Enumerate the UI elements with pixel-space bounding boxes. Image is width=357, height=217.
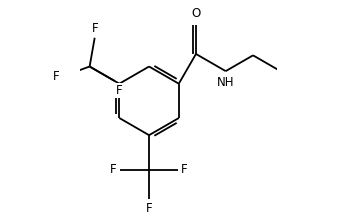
Text: O: O [191, 7, 201, 20]
Text: F: F [91, 22, 98, 35]
Text: F: F [181, 163, 188, 176]
Text: NH: NH [217, 76, 235, 89]
Text: F: F [146, 202, 152, 215]
Text: F: F [110, 163, 117, 176]
Text: F: F [116, 84, 122, 97]
Text: F: F [52, 70, 59, 83]
